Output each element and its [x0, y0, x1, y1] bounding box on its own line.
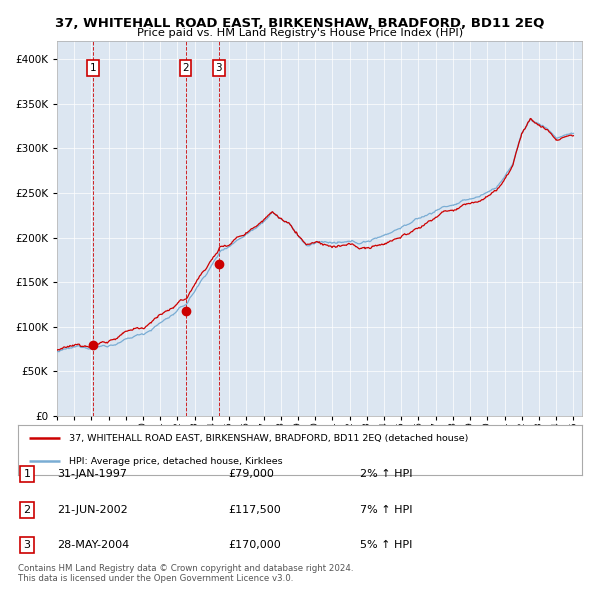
Text: 1: 1	[89, 63, 96, 73]
Text: Contains HM Land Registry data © Crown copyright and database right 2024.
This d: Contains HM Land Registry data © Crown c…	[18, 563, 353, 583]
Text: HPI: Average price, detached house, Kirklees: HPI: Average price, detached house, Kirk…	[69, 457, 283, 466]
Text: 28-MAY-2004: 28-MAY-2004	[57, 540, 129, 550]
Text: 2: 2	[23, 505, 31, 514]
Text: 37, WHITEHALL ROAD EAST, BIRKENSHAW, BRADFORD, BD11 2EQ (detached house): 37, WHITEHALL ROAD EAST, BIRKENSHAW, BRA…	[69, 434, 468, 443]
Text: £79,000: £79,000	[228, 470, 274, 479]
Text: Price paid vs. HM Land Registry's House Price Index (HPI): Price paid vs. HM Land Registry's House …	[137, 28, 463, 38]
Text: £170,000: £170,000	[228, 540, 281, 550]
Text: 3: 3	[23, 540, 31, 550]
Text: 7% ↑ HPI: 7% ↑ HPI	[360, 505, 413, 514]
Text: 37, WHITEHALL ROAD EAST, BIRKENSHAW, BRADFORD, BD11 2EQ: 37, WHITEHALL ROAD EAST, BIRKENSHAW, BRA…	[55, 17, 545, 30]
Text: 2: 2	[182, 63, 189, 73]
Text: 2% ↑ HPI: 2% ↑ HPI	[360, 470, 413, 479]
Text: 5% ↑ HPI: 5% ↑ HPI	[360, 540, 412, 550]
Text: 1: 1	[23, 470, 31, 479]
Text: £117,500: £117,500	[228, 505, 281, 514]
Text: 21-JUN-2002: 21-JUN-2002	[57, 505, 128, 514]
Text: 31-JAN-1997: 31-JAN-1997	[57, 470, 127, 479]
Text: 3: 3	[215, 63, 222, 73]
